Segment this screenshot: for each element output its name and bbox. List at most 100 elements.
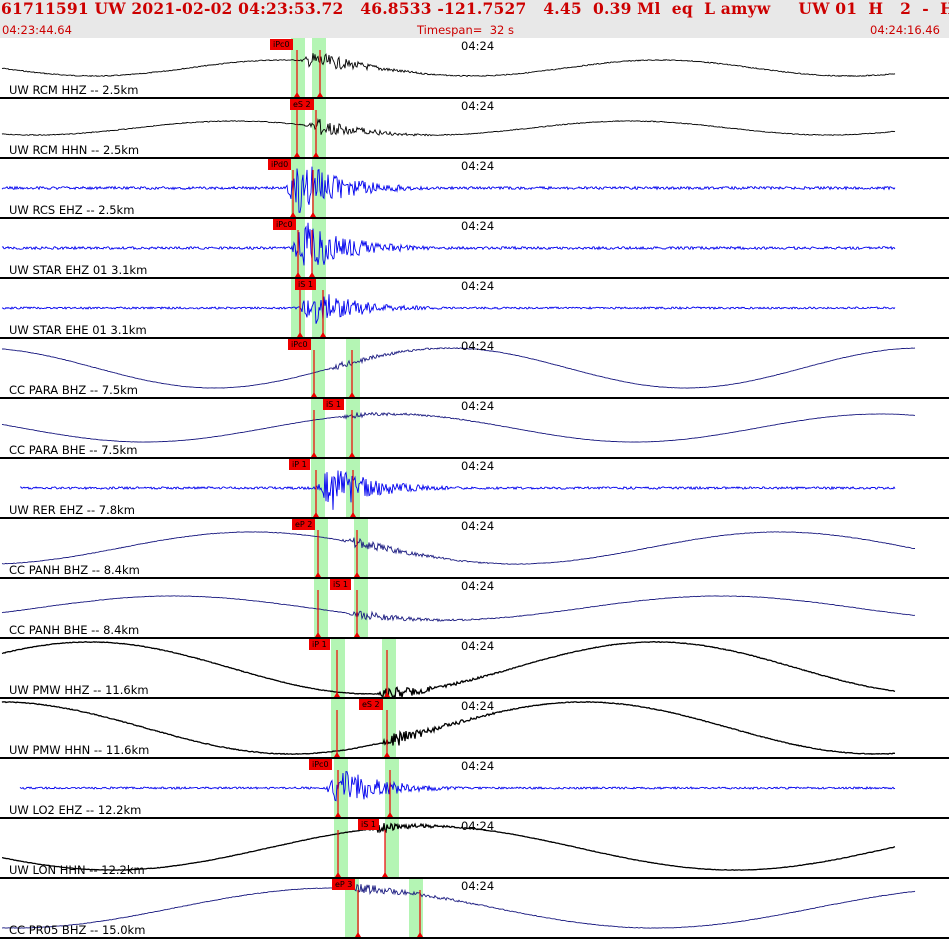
pick-window	[291, 98, 305, 158]
pick-marker	[349, 392, 355, 397]
channel-separator	[0, 457, 949, 459]
pick-label[interactable]: iS 1	[358, 819, 379, 830]
pick-label[interactable]: iPc0	[273, 219, 296, 230]
pick-marker	[335, 872, 341, 877]
pick-label[interactable]: iS 1	[295, 279, 316, 290]
seismogram-panel[interactable]: iPc0 04:24 UW RCM HHZ -- 2.5km eS 2 04:24 UW …	[0, 38, 949, 939]
pick-label[interactable]: eS 2	[290, 99, 314, 110]
pick-marker	[309, 272, 315, 277]
pick-marker	[315, 572, 321, 577]
channel-trace[interactable]	[19, 458, 896, 518]
channel-label: UW PMW HHN -- 11.6km	[9, 743, 150, 757]
pick-window	[346, 338, 360, 398]
channel-trace[interactable]	[1, 218, 896, 278]
waveform-line	[1, 640, 896, 701]
channel-trace[interactable]	[1, 398, 916, 458]
channel-separator	[0, 877, 949, 879]
channel-separator	[0, 757, 949, 759]
pick-marker	[311, 452, 317, 457]
channel-separator	[0, 697, 949, 699]
pick-marker	[313, 152, 319, 157]
channel-label: CC PANH BHE -- 8.4km	[9, 623, 140, 637]
pick-marker	[297, 332, 303, 337]
channel-separator	[0, 637, 949, 639]
waveform-line	[1, 595, 915, 623]
pick-marker	[295, 272, 301, 277]
pick-marker	[417, 932, 423, 937]
channel-trace[interactable]	[1, 818, 896, 878]
time-tick-label: 04:24	[461, 579, 495, 593]
channel-label: UW RCS EHZ -- 2.5km	[9, 203, 135, 217]
timespan-label: Timespan= 32 s	[417, 23, 514, 37]
pick-marker	[294, 92, 300, 97]
channel-trace[interactable]	[1, 518, 915, 578]
time-tick-label: 04:24	[461, 759, 495, 773]
channel-label: UW LON HHN -- 12.2km	[9, 863, 145, 877]
channel-label: UW STAR EHE 01 3.1km	[9, 323, 147, 337]
channel-trace[interactable]	[1, 638, 896, 701]
pick-window	[314, 518, 328, 578]
waveform-line	[1, 347, 916, 389]
time-tick-label: 04:24	[461, 459, 495, 473]
waveform-canvas[interactable]	[0, 38, 949, 938]
waveform-line	[1, 53, 896, 78]
pick-label[interactable]: iPc0	[309, 759, 332, 770]
channel-trace[interactable]	[2, 878, 916, 938]
pick-window	[409, 878, 423, 938]
pick-label[interactable]: eP 2	[292, 519, 316, 530]
channel-trace[interactable]	[1, 38, 896, 98]
pick-label[interactable]: iP 1	[309, 639, 330, 650]
pick-window	[346, 398, 360, 458]
pick-marker	[290, 212, 296, 217]
channel-label: CC PARA BHE -- 7.5km	[9, 443, 138, 457]
waveform-line	[1, 222, 896, 266]
pick-marker	[349, 452, 355, 457]
channel-trace[interactable]	[19, 758, 896, 818]
pick-label[interactable]: iS 1	[330, 579, 351, 590]
pick-label[interactable]: iP 1	[289, 459, 310, 470]
waveform-line	[19, 770, 896, 802]
channel-trace[interactable]	[1, 158, 896, 218]
channel-trace[interactable]	[1, 578, 915, 638]
pick-marker	[315, 632, 321, 637]
pick-window	[331, 638, 345, 698]
pick-label[interactable]: iS 1	[323, 399, 344, 410]
pick-label[interactable]: eP 3	[332, 879, 356, 890]
pick-marker	[310, 212, 316, 217]
channel-label: UW RCM HHZ -- 2.5km	[9, 83, 139, 97]
time-tick-label: 04:24	[461, 819, 495, 833]
pick-label[interactable]: eS 2	[359, 699, 383, 710]
channel-label: UW STAR EHZ 01 3.1km	[9, 263, 148, 277]
pick-window	[312, 158, 326, 218]
time-tick-label: 04:24	[461, 159, 495, 173]
time-tick-label: 04:24	[461, 399, 495, 413]
channel-trace[interactable]	[1, 338, 916, 398]
channel-separator	[0, 277, 949, 279]
pick-label[interactable]: iPd0	[268, 159, 292, 170]
pick-window	[291, 278, 305, 338]
waveform-line	[1, 294, 896, 324]
pick-label[interactable]: iPc0	[270, 39, 293, 50]
pick-window	[354, 578, 368, 638]
waveform-line	[1, 166, 896, 213]
channel-trace[interactable]	[1, 278, 896, 338]
time-tick-label: 04:24	[461, 99, 495, 113]
waveform-line	[1, 700, 895, 756]
pick-marker	[354, 632, 360, 637]
channel-separator	[0, 157, 949, 159]
pick-window	[331, 698, 345, 758]
pick-marker	[320, 332, 326, 337]
pick-window	[382, 698, 396, 758]
waveform-line	[2, 883, 916, 929]
pick-marker	[355, 932, 361, 937]
channel-separator	[0, 97, 949, 99]
end-time: 04:24:16.46	[870, 23, 940, 37]
time-tick-label: 04:24	[461, 39, 495, 53]
channel-trace[interactable]	[1, 698, 895, 758]
pick-label[interactable]: iPc0	[288, 339, 311, 350]
pick-marker	[334, 692, 340, 697]
channel-trace[interactable]	[1, 98, 896, 158]
time-tick-label: 04:24	[461, 879, 495, 893]
channel-separator	[0, 337, 949, 339]
pick-window	[385, 758, 399, 818]
